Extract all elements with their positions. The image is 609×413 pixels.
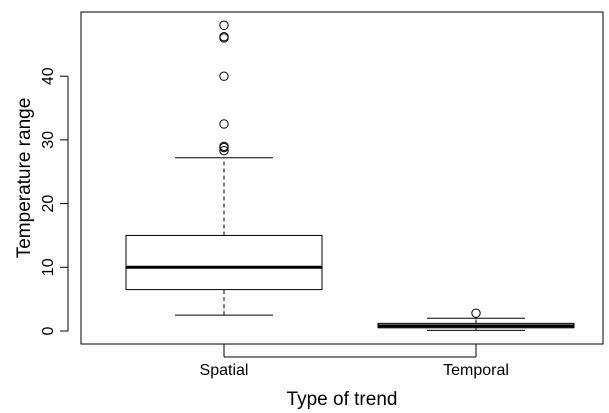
x-tick-label-temporal: Temporal — [443, 362, 509, 379]
outlier-point-temporal-0 — [471, 308, 481, 318]
x-axis-title: Type of trend — [287, 389, 398, 410]
x-tick-label-spatial: Spatial — [200, 362, 249, 379]
outlier-point-spatial-2 — [219, 141, 229, 151]
outlier-point-spatial-3 — [219, 119, 229, 129]
y-tick-label-40: 40 — [40, 67, 57, 85]
outlier-point-spatial-4 — [219, 71, 229, 81]
box-spatial — [125, 20, 323, 316]
y-tick-label-0: 0 — [40, 326, 57, 335]
y-axis: 0 10 20 30 40 — [40, 67, 69, 335]
boxes — [125, 20, 575, 331]
box-temporal — [377, 308, 575, 331]
outlier-point-spatial-6 — [219, 32, 229, 42]
y-axis-title: Temperature range — [14, 98, 35, 259]
y-tick-label-30: 30 — [40, 131, 57, 149]
y-tick-label-10: 10 — [40, 258, 57, 276]
outlier-point-spatial-0 — [219, 146, 229, 156]
plot-frame — [80, 11, 604, 345]
outlier-point-spatial-7 — [219, 20, 229, 30]
iqr-box-spatial — [125, 234, 323, 291]
x-axis: Spatial Temporal — [200, 344, 509, 379]
y-tick-label-20: 20 — [40, 195, 57, 213]
